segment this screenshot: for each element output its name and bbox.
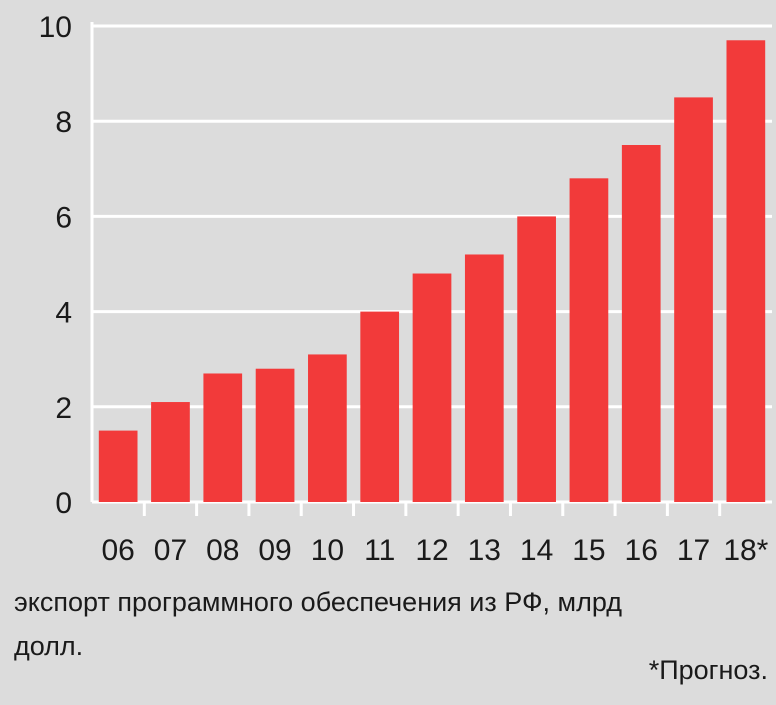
bar (569, 178, 609, 502)
bar-chart: 0 2 4 6 8 10 06 07 08 09 10 11 12 13 14 15 16 17 18* (39, 11, 772, 567)
chart-footnote: *Прогноз. (648, 655, 768, 685)
bar (255, 368, 295, 502)
bar (726, 40, 766, 502)
bar (412, 273, 452, 502)
bar (203, 373, 243, 502)
bars (98, 40, 766, 503)
x-tick-label: 11 (364, 534, 395, 567)
x-tick-label: 12 (415, 534, 448, 567)
x-tick-label: 07 (154, 534, 187, 567)
chart-caption: экспорт программного обеспечения из РФ, … (14, 587, 622, 661)
bar (517, 216, 556, 502)
x-tick-label: 14 (520, 534, 553, 567)
bar (98, 430, 138, 502)
bar (151, 402, 190, 502)
x-tick-label: 06 (101, 534, 134, 567)
y-tick-label: 10 (39, 11, 72, 44)
x-tick-label: 15 (572, 534, 605, 567)
bar (674, 97, 713, 503)
y-tick-label: 4 (55, 297, 72, 330)
x-tick-label: 18* (723, 534, 768, 567)
x-axis (90, 22, 722, 516)
y-tick-label: 0 (55, 487, 72, 520)
x-tick-label: 08 (206, 534, 239, 567)
y-tick-label: 6 (55, 201, 72, 234)
y-axis-labels: 0 2 4 6 8 10 (39, 11, 72, 520)
y-tick-label: 2 (55, 392, 72, 425)
bar (464, 254, 504, 502)
x-tick-label: 09 (258, 534, 291, 567)
x-axis-labels: 06 07 08 09 10 11 12 13 14 15 16 17 18* (101, 534, 768, 567)
y-tick-label: 8 (55, 106, 72, 139)
bar (360, 311, 400, 502)
bar (621, 145, 661, 502)
x-tick-label: 13 (468, 534, 501, 567)
x-tick-label: 10 (311, 534, 344, 567)
bar (308, 354, 347, 502)
x-tick-label: 16 (625, 534, 658, 567)
x-tick-label: 17 (677, 534, 710, 567)
